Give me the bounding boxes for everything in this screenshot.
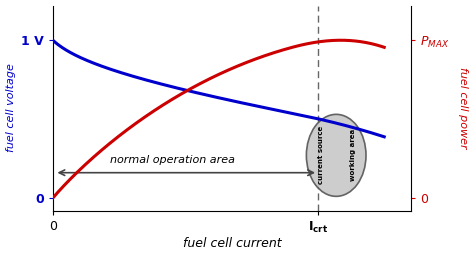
X-axis label: fuel cell current: fuel cell current <box>182 238 281 250</box>
Text: current source: current source <box>318 126 324 185</box>
Y-axis label: fuel cell power: fuel cell power <box>458 67 468 149</box>
Y-axis label: fuel cell voltage: fuel cell voltage <box>6 63 16 153</box>
Text: normal operation area: normal operation area <box>109 155 235 165</box>
Ellipse shape <box>306 114 366 196</box>
Text: working area: working area <box>350 129 356 182</box>
